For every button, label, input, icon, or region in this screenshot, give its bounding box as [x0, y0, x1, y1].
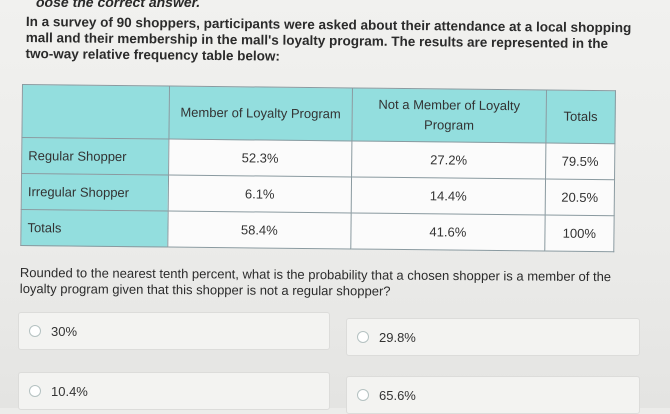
answer-choice-label: 65.6% — [379, 387, 416, 403]
column-header-totals: Totals — [545, 89, 616, 144]
radio-button-icon[interactable] — [357, 331, 369, 343]
answer-choice-label: 30% — [51, 323, 78, 339]
cell-irregular-member: 6.1% — [167, 175, 352, 213]
answer-choice-d[interactable]: 65.6% — [346, 376, 640, 414]
cell-regular-member: 52.3% — [168, 139, 353, 177]
radio-button-icon[interactable] — [29, 325, 41, 337]
row-header-totals: Totals — [20, 209, 168, 248]
table-row: Totals 58.4% 41.6% 100% — [20, 209, 615, 252]
cell-totals-not-member: 41.6% — [350, 212, 545, 251]
cell-totals-member: 58.4% — [167, 211, 352, 249]
question-text: Rounded to the nearest tenth percent, wh… — [19, 265, 612, 299]
cell-totals-totals: 100% — [544, 214, 615, 252]
column-header-not-member: Not a Member of Loyalty Program — [352, 87, 547, 143]
table-row: Regular Shopper 52.3% 27.2% 79.5% — [21, 137, 615, 180]
answer-choice-c[interactable]: 10.4% — [18, 372, 330, 410]
answer-choice-a[interactable]: 30% — [18, 312, 330, 350]
cell-irregular-not-member: 14.4% — [351, 176, 546, 215]
answer-choice-b[interactable]: 29.8% — [346, 318, 640, 356]
cell-irregular-totals: 20.5% — [544, 178, 615, 216]
row-header-regular: Regular Shopper — [21, 137, 169, 176]
instruction-heading: oose the correct answer. — [36, 0, 201, 10]
table-corner-cell — [21, 84, 170, 140]
answer-choice-label: 10.4% — [51, 383, 88, 399]
question-prompt: In a survey of 90 shoppers, participants… — [25, 14, 632, 64]
table-header-row: Member of Loyalty Program Not a Member o… — [21, 84, 616, 144]
radio-button-icon[interactable] — [29, 385, 41, 397]
table-row: Irregular Shopper 6.1% 14.4% 20.5% — [21, 173, 615, 216]
column-header-member: Member of Loyalty Program — [168, 86, 353, 141]
cell-regular-totals: 79.5% — [545, 142, 615, 180]
row-header-irregular: Irregular Shopper — [21, 173, 169, 212]
cell-regular-not-member: 27.2% — [351, 140, 546, 179]
radio-button-icon[interactable] — [357, 389, 369, 401]
relative-frequency-table: Member of Loyalty Program Not a Member o… — [20, 84, 616, 252]
answer-choice-label: 29.8% — [379, 329, 416, 345]
